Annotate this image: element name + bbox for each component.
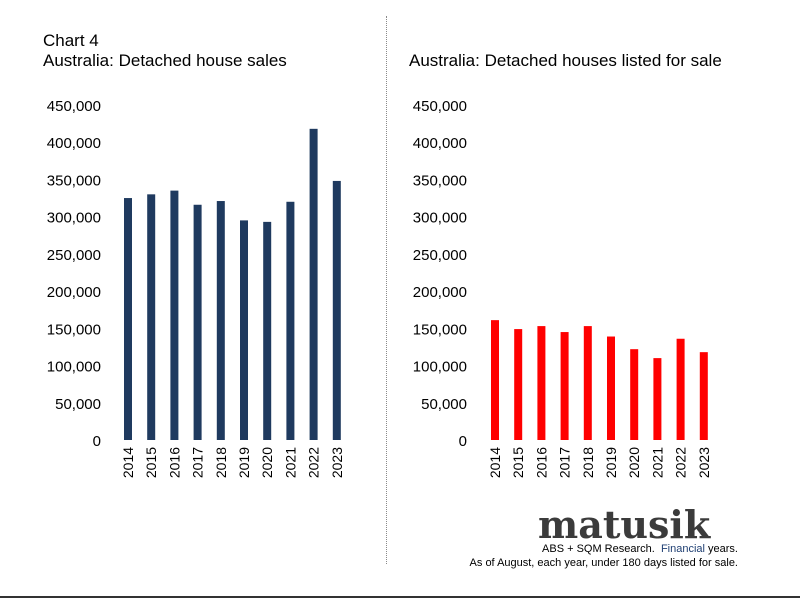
right-ytick-label: 0 [459, 433, 467, 450]
source-text-1: ABS + SQM Research. [542, 543, 655, 555]
brand-logo: matusik [538, 502, 711, 547]
right-ytick-label: 300,000 [413, 210, 467, 227]
left-xtick-label: 2017 [190, 447, 206, 478]
left-xtick-label: 2020 [259, 447, 275, 478]
left-bar-2014 [124, 198, 132, 440]
left-xtick-label: 2015 [143, 447, 159, 478]
chart-number: Chart 4 [43, 31, 99, 50]
source-text-2: Financial [660, 543, 705, 555]
right-bar-2017 [560, 332, 569, 440]
left-ytick-label: 0 [93, 433, 101, 450]
right-bar-2016 [537, 326, 546, 440]
left-chart-title: Australia: Detached house sales [43, 51, 287, 70]
right-xtick-label: 2015 [510, 447, 526, 478]
right-xtick-label: 2023 [696, 447, 712, 478]
left-bar-2022 [309, 128, 318, 441]
left-xtick-label: 2016 [166, 447, 182, 478]
left-ytick-label: 350,000 [47, 172, 101, 189]
right-xtick-label: 2022 [673, 447, 689, 478]
left-bar-2016 [170, 190, 179, 440]
left-xtick-label: 2014 [120, 447, 136, 478]
source-note: ABS + SQM Research. Financial years. [542, 543, 738, 555]
right-bar-2015 [514, 329, 523, 440]
left-bar-2020 [263, 221, 272, 440]
source-text-3: years. [708, 543, 738, 555]
right-ytick-label: 100,000 [413, 359, 467, 376]
left-ytick-label: 250,000 [47, 247, 101, 264]
right-xtick-label: 2018 [580, 447, 596, 478]
right-bar-chart: 450,000 400,000 350,000 300,000 250,000 200,0… [413, 98, 712, 478]
left-bar-2015 [147, 194, 156, 440]
left-ytick-label: 100,000 [47, 359, 101, 376]
right-ytick-label: 400,000 [413, 135, 467, 152]
left-bar-2019 [240, 220, 248, 440]
right-bar-2018 [583, 326, 592, 440]
left-ytick-label: 450,000 [47, 98, 101, 115]
left-ytick-label: 50,000 [55, 396, 101, 413]
left-xtick-label: 2021 [282, 447, 298, 478]
left-xtick-label: 2019 [236, 447, 252, 478]
right-bar-2019 [607, 336, 615, 440]
right-bar-2022 [676, 338, 685, 440]
right-chart-title: Australia: Detached houses listed for sa… [409, 51, 722, 70]
left-bar-2021 [286, 201, 295, 440]
right-xtick-label: 2019 [603, 447, 619, 478]
right-bar-2014 [491, 320, 499, 440]
right-xtick-label: 2020 [626, 447, 642, 478]
right-xtick-label: 2016 [533, 447, 549, 478]
left-bar-2017 [193, 204, 202, 440]
right-ytick-label: 250,000 [413, 247, 467, 264]
right-ytick-label: 50,000 [421, 396, 467, 413]
right-bar-2021 [653, 358, 662, 440]
left-ytick-label: 300,000 [47, 210, 101, 227]
right-bar-2023 [699, 352, 708, 440]
left-xtick-label: 2022 [306, 447, 322, 478]
left-bar-2023 [332, 180, 341, 440]
right-xtick-label: 2017 [557, 447, 573, 478]
right-xtick-label: 2014 [487, 447, 503, 478]
chart-divider [386, 16, 387, 564]
right-ytick-label: 450,000 [413, 98, 467, 115]
right-ytick-label: 200,000 [413, 284, 467, 301]
bottom-rule [0, 596, 800, 598]
right-xtick-label: 2021 [649, 447, 665, 478]
left-ytick-label: 150,000 [47, 321, 101, 338]
left-xtick-label: 2023 [329, 447, 345, 478]
left-bar-2018 [216, 201, 225, 440]
left-xtick-label: 2018 [213, 447, 229, 478]
right-bar-2020 [630, 349, 639, 440]
left-ytick-label: 400,000 [47, 135, 101, 152]
right-ytick-label: 350,000 [413, 172, 467, 189]
footnote: As of August, each year, under 180 days … [469, 557, 738, 569]
left-bar-chart: 450,000 400,000 350,000 300,000 250,000 200,0… [47, 98, 345, 478]
left-ytick-label: 200,000 [47, 284, 101, 301]
right-ytick-label: 150,000 [413, 321, 467, 338]
